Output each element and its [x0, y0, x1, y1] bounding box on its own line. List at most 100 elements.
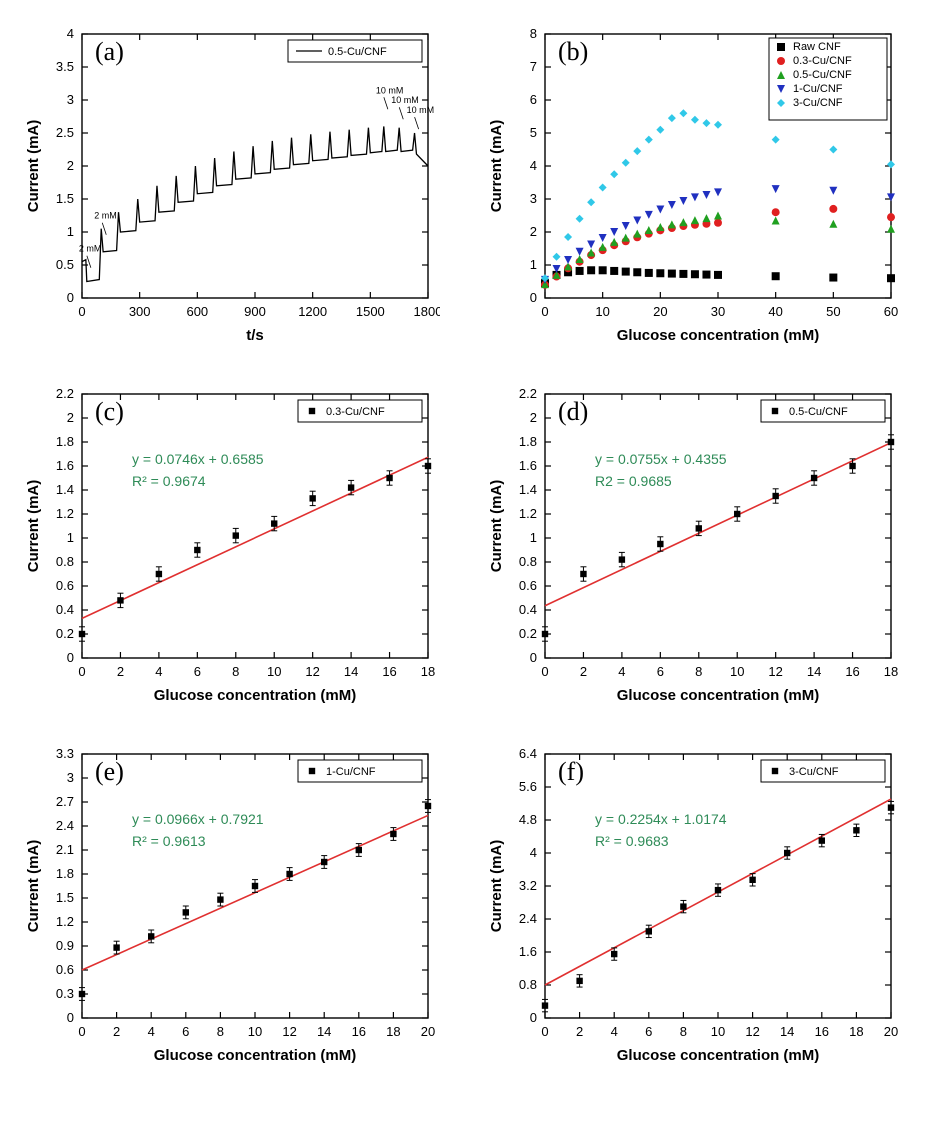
- svg-text:Glucose concentration (mM): Glucose concentration (mM): [154, 687, 357, 704]
- svg-text:2.2: 2.2: [519, 386, 537, 401]
- svg-text:0.6: 0.6: [56, 578, 74, 593]
- svg-text:10: 10: [267, 664, 281, 679]
- svg-text:3-Cu/CNF: 3-Cu/CNF: [793, 97, 843, 109]
- svg-text:18: 18: [849, 1024, 863, 1039]
- svg-text:y = 0.2254x + 1.0174: y = 0.2254x + 1.0174: [595, 811, 727, 827]
- svg-text:4: 4: [530, 845, 537, 860]
- svg-text:t/s: t/s: [246, 327, 264, 344]
- svg-text:16: 16: [352, 1024, 366, 1039]
- svg-text:16: 16: [815, 1024, 829, 1039]
- svg-text:6.4: 6.4: [519, 746, 537, 761]
- svg-text:1.6: 1.6: [519, 458, 537, 473]
- svg-text:1.2: 1.2: [519, 506, 537, 521]
- panel-c: 02468101214161800.20.40.60.811.21.41.61.…: [20, 380, 443, 710]
- svg-text:R2 = 0.9685: R2 = 0.9685: [595, 473, 672, 489]
- svg-text:3: 3: [530, 191, 537, 206]
- svg-text:R² = 0.9683: R² = 0.9683: [595, 833, 669, 849]
- svg-text:1.5: 1.5: [56, 191, 74, 206]
- svg-text:900: 900: [244, 304, 266, 319]
- svg-text:0.6: 0.6: [56, 962, 74, 977]
- svg-text:2: 2: [580, 664, 587, 679]
- svg-text:18: 18: [884, 664, 898, 679]
- svg-text:Current (mA): Current (mA): [488, 120, 505, 213]
- svg-text:2.7: 2.7: [56, 794, 74, 809]
- svg-text:1500: 1500: [356, 304, 385, 319]
- svg-text:2: 2: [67, 410, 74, 425]
- svg-text:20: 20: [421, 1024, 435, 1039]
- svg-text:2.1: 2.1: [56, 842, 74, 857]
- svg-text:0.3-Cu/CNF: 0.3-Cu/CNF: [793, 55, 852, 67]
- svg-text:1-Cu/CNF: 1-Cu/CNF: [326, 766, 376, 778]
- svg-text:1.2: 1.2: [56, 914, 74, 929]
- svg-text:(f): (f): [558, 757, 584, 786]
- svg-text:12: 12: [768, 664, 782, 679]
- svg-text:0: 0: [530, 650, 537, 665]
- svg-text:10 mM: 10 mM: [376, 85, 404, 95]
- svg-text:1.8: 1.8: [56, 866, 74, 881]
- svg-text:12: 12: [282, 1024, 296, 1039]
- svg-text:2 mM: 2 mM: [79, 244, 102, 254]
- svg-text:6: 6: [530, 92, 537, 107]
- svg-text:2: 2: [576, 1024, 583, 1039]
- svg-text:0: 0: [67, 1010, 74, 1025]
- svg-text:1.6: 1.6: [56, 458, 74, 473]
- svg-text:60: 60: [884, 304, 898, 319]
- svg-text:1: 1: [530, 530, 537, 545]
- svg-text:20: 20: [653, 304, 667, 319]
- svg-text:1-Cu/CNF: 1-Cu/CNF: [793, 83, 843, 95]
- svg-text:0.4: 0.4: [519, 602, 537, 617]
- svg-text:1.4: 1.4: [519, 482, 537, 497]
- svg-text:0: 0: [67, 650, 74, 665]
- svg-text:2.4: 2.4: [519, 911, 537, 926]
- svg-text:14: 14: [317, 1024, 331, 1039]
- svg-text:Glucose concentration (mM): Glucose concentration (mM): [617, 1047, 820, 1064]
- svg-text:6: 6: [645, 1024, 652, 1039]
- svg-text:0: 0: [530, 290, 537, 305]
- svg-text:8: 8: [232, 664, 239, 679]
- svg-text:14: 14: [780, 1024, 794, 1039]
- svg-text:0.3: 0.3: [56, 986, 74, 1001]
- svg-text:Glucose concentration (mM): Glucose concentration (mM): [154, 1047, 357, 1064]
- svg-text:Current (mA): Current (mA): [488, 480, 505, 573]
- svg-text:3: 3: [67, 770, 74, 785]
- svg-text:10: 10: [248, 1024, 262, 1039]
- svg-text:18: 18: [421, 664, 435, 679]
- svg-text:Glucose concentration (mM): Glucose concentration (mM): [617, 687, 820, 704]
- svg-text:R² = 0.9674: R² = 0.9674: [132, 473, 206, 489]
- svg-text:10: 10: [730, 664, 744, 679]
- svg-text:0.2: 0.2: [519, 626, 537, 641]
- svg-text:4: 4: [618, 664, 625, 679]
- svg-text:0: 0: [530, 1010, 537, 1025]
- svg-text:12: 12: [305, 664, 319, 679]
- svg-text:2 mM: 2 mM: [94, 211, 117, 221]
- svg-text:8: 8: [680, 1024, 687, 1039]
- svg-text:0.3-Cu/CNF: 0.3-Cu/CNF: [326, 406, 385, 418]
- svg-text:2: 2: [113, 1024, 120, 1039]
- svg-text:8: 8: [695, 664, 702, 679]
- svg-text:4: 4: [67, 26, 74, 41]
- svg-text:1.4: 1.4: [56, 482, 74, 497]
- svg-text:2: 2: [67, 158, 74, 173]
- svg-text:(a): (a): [95, 37, 124, 66]
- svg-text:8: 8: [530, 26, 537, 41]
- svg-text:y = 0.0966x + 0.7921: y = 0.0966x + 0.7921: [132, 811, 264, 827]
- svg-text:0.4: 0.4: [56, 602, 74, 617]
- svg-text:0: 0: [78, 1024, 85, 1039]
- svg-text:y = 0.0746x + 0.6585: y = 0.0746x + 0.6585: [132, 451, 264, 467]
- svg-text:18: 18: [386, 1024, 400, 1039]
- svg-text:0.5: 0.5: [56, 257, 74, 272]
- svg-text:2: 2: [530, 410, 537, 425]
- svg-text:(c): (c): [95, 397, 124, 426]
- svg-text:12: 12: [745, 1024, 759, 1039]
- svg-text:3.5: 3.5: [56, 59, 74, 74]
- svg-text:5: 5: [530, 125, 537, 140]
- svg-text:2.4: 2.4: [56, 818, 74, 833]
- svg-text:3.2: 3.2: [519, 878, 537, 893]
- svg-text:Raw CNF: Raw CNF: [793, 41, 841, 53]
- svg-text:0: 0: [541, 1024, 548, 1039]
- svg-text:y = 0.0755x + 0.4355: y = 0.0755x + 0.4355: [595, 451, 727, 467]
- svg-text:Current (mA): Current (mA): [25, 120, 42, 213]
- svg-text:0.5-Cu/CNF: 0.5-Cu/CNF: [789, 406, 848, 418]
- svg-text:4.8: 4.8: [519, 812, 537, 827]
- svg-text:0: 0: [541, 304, 548, 319]
